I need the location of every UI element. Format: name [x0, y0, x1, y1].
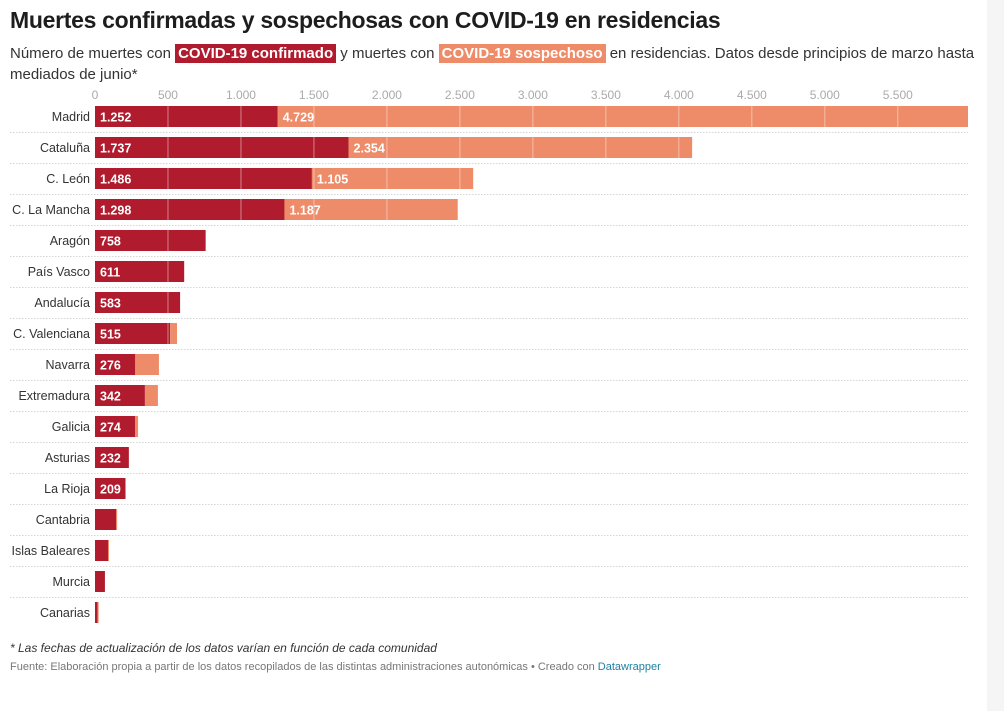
x-tick-label: 1.000 — [226, 88, 256, 102]
bar-confirmed — [95, 571, 105, 592]
side-strip — [987, 0, 1004, 711]
value-label-confirmed: 1.737 — [100, 142, 131, 156]
bar-confirmed — [95, 199, 285, 220]
x-tick-label: 5.000 — [810, 88, 840, 102]
bar-confirmed — [95, 447, 129, 468]
bar-suspected — [134, 416, 139, 437]
category-label: Canarias — [40, 606, 90, 620]
bar-suspected — [135, 354, 159, 375]
bar-confirmed — [95, 354, 136, 375]
value-label-confirmed: 1.252 — [100, 111, 131, 125]
value-label-confirmed: 276 — [100, 359, 121, 373]
category-label: C. La Mancha — [12, 203, 90, 217]
bar-confirmed — [95, 106, 278, 127]
value-label-confirmed: 611 — [100, 266, 120, 280]
value-label-confirmed: 583 — [100, 297, 121, 311]
category-label: Madrid — [52, 110, 90, 124]
bar-confirmed — [95, 292, 181, 313]
category-label: País Vasco — [28, 265, 90, 279]
x-tick-label: 2.500 — [445, 88, 475, 102]
category-label: La Rioja — [44, 482, 90, 496]
category-label: C. Valenciana — [13, 327, 90, 341]
bar-confirmed — [95, 261, 185, 282]
bar-suspected — [144, 385, 158, 406]
chart-title: Muertes confirmadas y sospechosas con CO… — [10, 7, 721, 33]
bar-confirmed — [95, 602, 98, 623]
bar-suspected — [277, 106, 968, 127]
x-tick-label: 3.500 — [591, 88, 621, 102]
subtitle-suffix: en residencias. Datos desde principios d… — [10, 45, 975, 83]
legend-confirmed: COVID-19 confirmado — [175, 44, 337, 63]
category-label: Murcia — [52, 575, 90, 589]
category-label: Andalucía — [34, 296, 90, 310]
x-tick-label: 0 — [92, 88, 99, 102]
bar-confirmed — [95, 416, 135, 437]
bar-confirmed — [95, 478, 126, 499]
bar-suspected — [107, 540, 109, 561]
x-tick-label: 3.000 — [518, 88, 548, 102]
x-tick-label: 500 — [158, 88, 178, 102]
x-tick-label: 2.000 — [372, 88, 402, 102]
subtitle-prefix: Número de muertes con — [10, 45, 176, 62]
value-label-confirmed: 232 — [100, 452, 121, 466]
value-label-confirmed: 1.486 — [100, 173, 131, 187]
bar-confirmed — [95, 230, 206, 251]
value-label-confirmed: 515 — [100, 328, 121, 342]
bar-suspected — [97, 602, 99, 623]
legend-suspected: COVID-19 sospechoso — [438, 44, 606, 63]
bar-suspected — [284, 199, 458, 220]
value-label-confirmed: 274 — [100, 421, 121, 435]
source-line: Fuente: Elaboración propia a partir de l… — [10, 661, 661, 673]
value-label-suspected: 1.187 — [289, 204, 320, 218]
x-tick-label: 4.500 — [737, 88, 767, 102]
value-label-suspected: 1.105 — [317, 173, 348, 187]
bar-confirmed — [95, 540, 108, 561]
bar-confirmed — [95, 323, 171, 344]
category-label: Cantabria — [36, 513, 90, 527]
bar-suspected — [116, 509, 118, 530]
stacked-bar-chart: 0 500 1.000 1.500 2.000 2.500 3.000 3.500 4.000 4… — [10, 88, 968, 623]
category-label: Aragón — [50, 234, 90, 248]
category-label: Galicia — [52, 420, 90, 434]
bar-confirmed — [95, 137, 349, 158]
bar-confirmed — [95, 168, 312, 189]
category-label: Islas Baleares — [11, 544, 90, 558]
value-label-confirmed: 209 — [100, 483, 121, 497]
category-label: Extremadura — [18, 389, 90, 403]
category-label: C. León — [46, 172, 90, 186]
footnote: * Las fechas de actualización de los dat… — [10, 641, 437, 655]
bar-suspected — [170, 323, 178, 344]
category-label: Asturias — [45, 451, 90, 465]
source-text: Fuente: Elaboración propia a partir de l… — [10, 661, 598, 673]
x-tick-label: 4.000 — [664, 88, 694, 102]
x-tick-label: 1.500 — [299, 88, 329, 102]
chart-subtitle: Número de muertes con COVID-19 confirmad… — [10, 43, 975, 85]
category-label: Navarra — [46, 358, 91, 372]
datawrapper-link[interactable]: Datawrapper — [597, 661, 661, 673]
bar-confirmed — [95, 385, 145, 406]
value-label-confirmed: 1.298 — [100, 204, 131, 218]
bar-suspected — [348, 137, 693, 158]
value-label-confirmed: 342 — [100, 390, 121, 404]
value-label-suspected: 4.729 — [283, 111, 314, 125]
value-label-suspected: 2.354 — [354, 142, 385, 156]
subtitle-middle: y muertes con — [336, 45, 439, 62]
value-label-confirmed: 758 — [100, 235, 121, 249]
x-tick-label: 5.500 — [883, 88, 913, 102]
bar-suspected — [311, 168, 474, 189]
category-label: Cataluña — [40, 141, 90, 155]
bar-confirmed — [95, 509, 117, 530]
